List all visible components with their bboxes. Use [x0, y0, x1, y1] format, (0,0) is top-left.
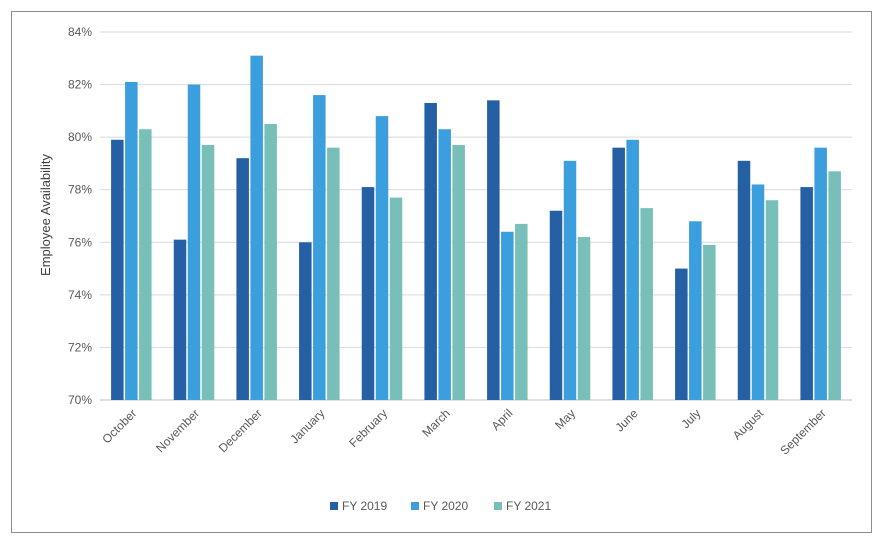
bar-fy-2019 — [173, 239, 187, 400]
x-tick-label: February — [346, 406, 390, 450]
x-tick-label: January — [287, 406, 327, 446]
y-tick-label: 74% — [68, 288, 92, 302]
bar-fy-2020 — [438, 129, 451, 400]
bar-fy-2021 — [515, 223, 528, 400]
bar-fy-2020 — [313, 95, 326, 400]
bar-fy-2021 — [640, 208, 653, 400]
bar-fy-2019 — [361, 187, 375, 400]
bar-fy-2020 — [250, 55, 263, 401]
bar-fy-2020 — [187, 84, 201, 401]
y-tick-label: 78% — [68, 183, 92, 197]
x-tick-label: December — [216, 406, 265, 455]
bar-fy-2019 — [800, 187, 813, 400]
legend-swatch — [411, 502, 419, 510]
legend: FY 2019 FY 2020 FY 2021 — [330, 499, 551, 513]
x-tick-label: September — [777, 406, 828, 457]
bar-fy-2019 — [675, 268, 688, 400]
y-tick-label: 76% — [68, 235, 92, 249]
y-tick-label: 84% — [68, 25, 92, 39]
y-tick-label: 72% — [68, 340, 92, 354]
x-tick-label: June — [612, 406, 641, 435]
bar-fy-2019 — [549, 210, 563, 400]
x-tick-label: November — [153, 406, 202, 455]
x-tick-label: August — [730, 406, 767, 443]
x-tick-label: April — [489, 406, 516, 433]
y-tick-label: 80% — [68, 130, 92, 144]
y-tick-label: 70% — [68, 393, 92, 407]
x-tick-label: March — [419, 406, 452, 439]
y-axis-ticks: 70% 72% 74% 76% 78% 80% 82% 84% — [68, 25, 92, 407]
bar-fy-2021 — [389, 197, 403, 400]
bar-fy-2020 — [751, 184, 765, 400]
bar-fy-2020 — [501, 231, 514, 400]
legend-label: FY 2020 — [423, 499, 468, 513]
y-axis-title: Employee Availability — [38, 154, 53, 276]
bars — [111, 55, 841, 401]
bar-fy-2020 — [125, 81, 138, 400]
bar-fy-2019 — [424, 102, 437, 400]
bar-fy-2019 — [236, 158, 249, 400]
x-tick-label: May — [552, 406, 578, 432]
bar-fy-2020 — [626, 139, 639, 400]
gridlines — [100, 31, 852, 401]
bar-fy-2019 — [612, 147, 625, 400]
bar-fy-2021 — [452, 145, 465, 400]
bar-fy-2021 — [765, 200, 779, 400]
bar-fy-2019 — [737, 160, 751, 400]
bar-fy-2020 — [375, 116, 389, 400]
legend-label: FY 2021 — [506, 499, 551, 513]
y-tick-label: 82% — [68, 78, 92, 92]
bar-fy-2021 — [264, 124, 277, 400]
bar-fy-2021 — [327, 147, 340, 400]
bar-fy-2020 — [814, 147, 827, 400]
legend-swatch — [330, 502, 338, 510]
x-tick-label: October — [99, 406, 139, 446]
bar-fy-2021 — [139, 129, 152, 400]
bar-fy-2021 — [577, 237, 591, 400]
bar-fy-2021 — [703, 244, 716, 400]
bar-fy-2019 — [487, 100, 500, 400]
bar-fy-2021 — [201, 145, 215, 400]
legend-swatch — [494, 502, 502, 510]
bar-fy-2019 — [299, 242, 312, 400]
legend-label: FY 2019 — [342, 499, 387, 513]
bar-fy-2020 — [563, 160, 577, 400]
x-tick-label: July — [678, 406, 703, 431]
x-axis-ticks: October November December January February Ma… — [99, 406, 828, 458]
bar-fy-2021 — [828, 171, 841, 400]
bar-fy-2020 — [689, 221, 702, 400]
bar-fy-2019 — [111, 139, 124, 400]
